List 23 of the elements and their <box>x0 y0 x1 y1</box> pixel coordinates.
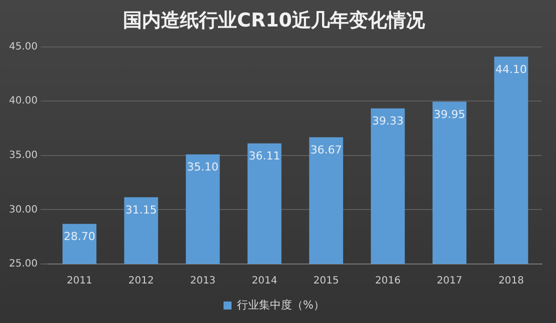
y-tick-label: 45.00 <box>8 41 38 52</box>
y-tick-label: 25.00 <box>8 258 38 270</box>
legend-label: 行业集中度（%） <box>237 298 324 312</box>
data-label: 28.70 <box>64 230 96 244</box>
y-tick-label: 40.00 <box>8 96 38 107</box>
x-tick-label: 2014 <box>252 276 278 287</box>
data-label: 35.10 <box>187 160 219 174</box>
x-tick-label: 2011 <box>66 276 92 287</box>
x-tick-label: 2016 <box>375 276 401 287</box>
data-label: 39.95 <box>434 108 466 121</box>
x-tick-label: 2013 <box>190 276 216 287</box>
y-tick-label: 30.00 <box>8 204 38 216</box>
data-label: 44.10 <box>495 62 527 76</box>
x-tick-label: 2017 <box>436 276 462 287</box>
data-label: 36.67 <box>310 144 342 157</box>
x-tick-label: 2012 <box>128 276 154 287</box>
data-label: 36.11 <box>248 150 280 163</box>
x-tick-label: 2018 <box>498 276 524 287</box>
y-tick-label: 35.00 <box>8 150 38 161</box>
data-label: 39.33 <box>372 114 404 128</box>
x-tick-label: 2015 <box>313 276 339 287</box>
chart-title: 国内造纸行业CR10近几年变化情况 <box>122 9 426 32</box>
data-label: 31.15 <box>125 204 157 217</box>
